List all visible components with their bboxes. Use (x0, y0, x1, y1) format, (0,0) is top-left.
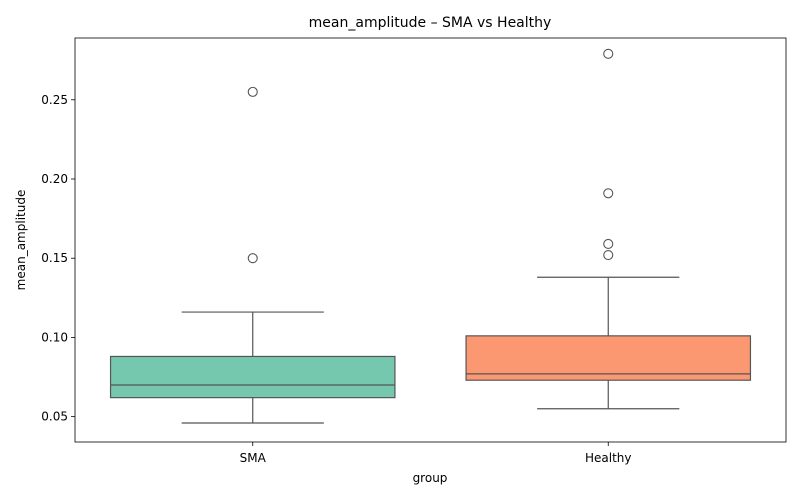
outlier-point (247, 86, 258, 97)
y-axis-title: mean_amplitude (14, 190, 28, 291)
x-tick-label: Healthy (585, 451, 632, 465)
iqr-box (465, 335, 752, 381)
box-healthy (465, 48, 752, 410)
outlier-point (603, 48, 614, 59)
y-axis: 0.05 0.10 0.15 0.20 0.25 (41, 93, 75, 424)
outlier-point (603, 250, 614, 261)
axes-frame (74, 37, 787, 443)
x-axis-title: group (413, 471, 448, 485)
plot-area (109, 48, 752, 424)
y-tick-label: 0.25 (41, 93, 68, 107)
y-tick-label: 0.15 (41, 251, 68, 265)
y-tick-label: 0.20 (41, 172, 68, 186)
outlier-point (603, 188, 614, 199)
box-sma (109, 86, 396, 424)
x-axis: SMA Healthy (240, 442, 632, 465)
y-tick-label: 0.05 (41, 410, 68, 424)
outlier-point (247, 253, 258, 264)
outlier-point (603, 238, 614, 250)
y-tick-label: 0.10 (41, 330, 68, 344)
x-tick-label: SMA (240, 451, 267, 465)
chart-title: mean_amplitude – SMA vs Healthy (309, 15, 552, 31)
iqr-box (109, 355, 396, 399)
